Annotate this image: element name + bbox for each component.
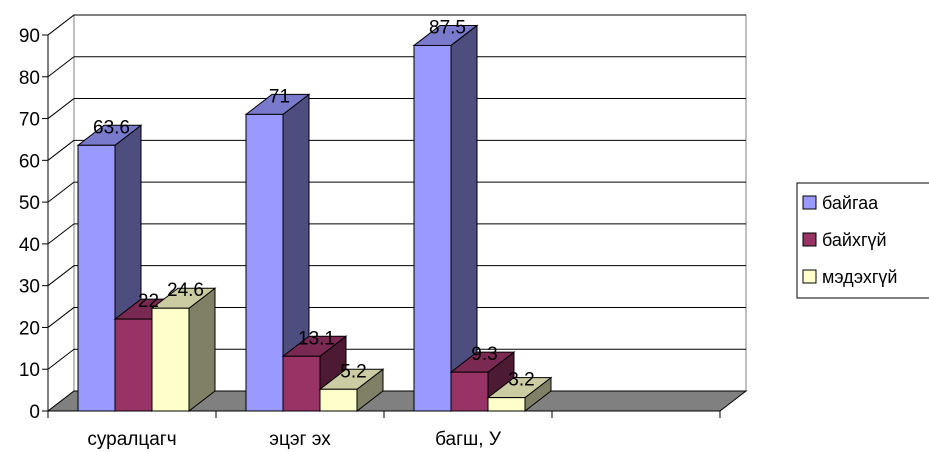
gridline (47, 265, 75, 287)
bar-front (413, 44, 452, 412)
data-label: 3.2 (508, 370, 534, 391)
gridline (47, 56, 75, 78)
bars (76, 24, 553, 413)
data-label: 71 (269, 86, 290, 107)
y-tick-label: 90 (19, 26, 40, 47)
y-tick-label: 10 (19, 360, 40, 381)
data-label: 87.5 (429, 17, 466, 38)
bar (244, 93, 311, 413)
bar (486, 376, 553, 413)
bar-front (319, 388, 358, 412)
gridline (47, 348, 75, 370)
category-label: суралцагч (87, 429, 176, 450)
legend-entry: байгаа (822, 193, 879, 213)
bar-front (450, 371, 489, 412)
legend-entry: мэдэхгүй (822, 267, 897, 287)
gridline (47, 98, 75, 119)
data-label: 5.2 (340, 361, 366, 382)
legend-entry: байхгүй (822, 230, 887, 250)
bar-front (114, 318, 153, 412)
gridline (47, 181, 75, 203)
data-label: 63.6 (93, 117, 130, 138)
gridline (47, 307, 75, 328)
y-tick-label: 80 (19, 68, 40, 89)
y-tick-label: 30 (19, 277, 40, 298)
bar-side (188, 287, 216, 413)
bar-front (245, 113, 284, 412)
bar (150, 287, 217, 413)
legend-box (796, 182, 929, 299)
legend-swatch (802, 195, 817, 210)
y-tick-label: 50 (19, 193, 40, 214)
y-tick-label: 60 (19, 151, 40, 172)
gridline (47, 139, 75, 161)
legend: байгаа байхгүй мэдэхгүй (796, 182, 929, 299)
legend-swatch (802, 269, 817, 284)
gridline (47, 14, 75, 36)
category-label: багш, У (435, 429, 502, 450)
category-label: эцэг эх (269, 429, 331, 450)
data-label: 22 (138, 291, 159, 312)
data-label: 24.6 (167, 280, 204, 301)
y-tick-label: 70 (19, 110, 40, 131)
y-tick-label: 40 (19, 235, 40, 256)
y-tick-label: 20 (19, 318, 40, 339)
legend-swatch (802, 232, 817, 247)
data-label: 9.3 (471, 344, 497, 365)
y-axis-ticks: 0 10 20 30 40 50 60 70 80 90 (19, 26, 48, 423)
gridline (47, 223, 75, 245)
bar (318, 368, 385, 413)
bar-front (282, 355, 321, 412)
bar-front (151, 307, 190, 412)
data-label: 13.1 (298, 328, 335, 349)
bar-front (77, 144, 116, 412)
bar (412, 24, 479, 413)
bar-front (487, 397, 526, 412)
category-labels: суралцагч эцэг эх багш, У (87, 429, 501, 450)
data-labels: 63.6 22 24.6 71 13.15.2 87.5 9.3 3.2 (93, 17, 535, 390)
y-tick-label: 0 (29, 402, 40, 423)
